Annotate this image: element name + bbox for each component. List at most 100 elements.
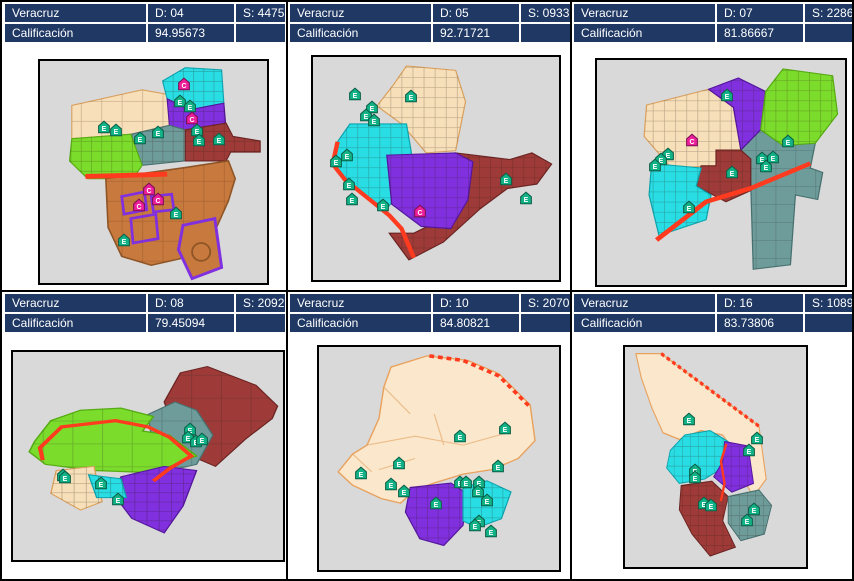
map-marker-e: E — [499, 421, 512, 434]
map-marker-e: E — [782, 134, 795, 147]
map-marker-e: E — [751, 431, 764, 445]
district-map-6 — [635, 352, 773, 557]
score-label: Calificación — [290, 24, 431, 42]
map-marker-e: E — [329, 154, 342, 167]
score-value: 92.71721 — [433, 24, 519, 42]
panel-header-1: Veracruz D: 04 S: 4475 Calificación 94.9… — [5, 4, 285, 42]
section-label: S: 2286 — [805, 4, 852, 22]
svg-text:E: E — [63, 476, 68, 483]
score-label: Calificación — [5, 314, 146, 332]
map-marker-e: E — [152, 125, 165, 138]
svg-text:E: E — [344, 154, 349, 161]
svg-text:E: E — [666, 153, 671, 160]
svg-text:E: E — [397, 463, 402, 470]
map-marker-e: E — [98, 120, 111, 133]
section-label: S: 1089 — [805, 294, 852, 312]
score-spacer — [236, 314, 285, 332]
map-marker-e: E — [111, 492, 124, 505]
map-marker-c: C — [152, 192, 165, 206]
map-marker-e: E — [499, 172, 512, 186]
score-spacer — [236, 24, 285, 42]
district-label: D: 10 — [433, 294, 519, 312]
boundary-red-line — [37, 418, 195, 483]
map-marker-e: E — [485, 524, 498, 537]
svg-text:E: E — [659, 158, 664, 165]
map-marker-e: E — [346, 192, 359, 205]
svg-text:C: C — [137, 204, 142, 211]
svg-text:E: E — [333, 160, 338, 167]
svg-text:E: E — [186, 436, 191, 443]
score-label: Calificación — [5, 24, 146, 42]
map-marker-e: E — [190, 123, 203, 137]
svg-text:E: E — [138, 137, 143, 144]
svg-text:C: C — [156, 198, 161, 205]
svg-text:E: E — [725, 94, 730, 101]
map-marker-e: E — [342, 177, 355, 191]
map-marker-e: E — [472, 475, 485, 489]
map-marker-c: C — [413, 204, 426, 217]
map-marker-e: E — [133, 131, 146, 144]
map-marker-e: E — [405, 89, 418, 103]
score-value: 79.45094 — [148, 314, 234, 332]
svg-text:E: E — [388, 484, 393, 491]
svg-text:E: E — [747, 449, 752, 456]
boundary-red-line — [85, 171, 168, 179]
section-label: S: 0933 — [521, 4, 570, 22]
district-label: D: 07 — [717, 4, 803, 22]
svg-text:E: E — [194, 129, 199, 136]
city-label: Veracruz — [5, 294, 146, 312]
svg-text:E: E — [352, 93, 357, 100]
map-marker-e: E — [492, 459, 505, 473]
section-label: S: 2070 — [521, 294, 570, 312]
svg-text:E: E — [346, 183, 351, 190]
svg-text:C: C — [690, 139, 695, 146]
svg-text:E: E — [687, 206, 692, 213]
map-marker-e: E — [377, 198, 390, 212]
map-marker-e: E — [471, 484, 484, 498]
map-marker-c: C — [178, 77, 191, 91]
districts — [337, 354, 536, 547]
map-marker-e: E — [689, 470, 702, 483]
map-marker-e: E — [398, 484, 411, 498]
map-marker-e: E — [58, 470, 71, 484]
svg-text:E: E — [350, 198, 355, 205]
score-spacer — [521, 314, 570, 332]
section-label: S: 4475 — [236, 4, 285, 22]
svg-text:E: E — [745, 519, 750, 526]
map-marker-c: C — [133, 198, 146, 212]
city-label: Veracruz — [574, 4, 715, 22]
map-marker-e: E — [183, 99, 196, 112]
score-spacer — [805, 314, 852, 332]
map-marker-e: E — [481, 493, 494, 506]
svg-text:E: E — [464, 481, 469, 488]
svg-text:E: E — [503, 427, 508, 434]
districts — [330, 65, 553, 261]
panel-header-5: Veracruz D: 10 S: 2070 Calificación 84.8… — [290, 294, 570, 332]
section-label: S: 2092 — [236, 294, 285, 312]
score-spacer — [521, 24, 570, 42]
svg-text:E: E — [759, 157, 764, 164]
svg-text:E: E — [381, 205, 386, 212]
map-marker-e: E — [95, 476, 108, 489]
svg-text:E: E — [709, 504, 714, 511]
svg-text:C: C — [146, 189, 151, 196]
district-map-5 — [337, 354, 536, 547]
map-marker-c: C — [686, 133, 699, 146]
districts — [643, 68, 839, 270]
map-marker-c: C — [142, 182, 155, 196]
svg-text:E: E — [476, 482, 481, 489]
svg-text:E: E — [524, 197, 529, 204]
districts — [635, 352, 773, 557]
svg-text:E: E — [370, 107, 375, 114]
city-label: Veracruz — [5, 4, 146, 22]
svg-text:E: E — [496, 465, 501, 472]
map-marker-e: E — [648, 158, 661, 171]
score-value: 94.95673 — [148, 24, 234, 42]
svg-text:E: E — [786, 140, 791, 147]
map-marker-e: E — [173, 94, 186, 108]
